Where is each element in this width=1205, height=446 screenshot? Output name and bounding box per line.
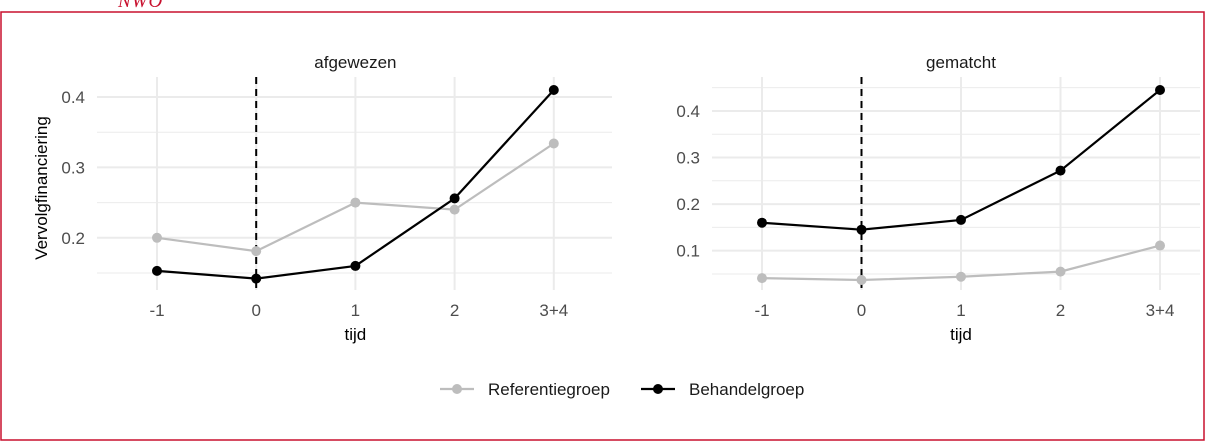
data-point-referentie <box>1055 266 1066 277</box>
x-tick-label: 0 <box>857 301 866 320</box>
y-tick-label: 0.3 <box>676 149 700 168</box>
y-tick-label: 0.4 <box>676 102 700 121</box>
legend-label-referentie: Referentiegroep <box>488 380 610 399</box>
x-tick-label: 1 <box>351 301 360 320</box>
legend-label-behandel: Behandelgroep <box>689 380 804 399</box>
x-tick-label: -1 <box>754 301 769 320</box>
y-tick-label: 0.2 <box>61 229 85 248</box>
data-point-behandel <box>449 193 460 204</box>
data-point-behandel <box>956 214 966 225</box>
figure-border <box>0 11 1205 441</box>
data-point-behandel <box>757 217 767 228</box>
x-tick-label: 2 <box>450 301 459 320</box>
data-point-behandel <box>251 273 262 284</box>
x-axis-label: tijd <box>345 325 367 344</box>
x-tick-label: 1 <box>956 301 965 320</box>
data-point-behandel <box>856 224 867 235</box>
panel-gematcht: 0.1 0.2 0.3 0.4 -1 0 1 2 3+4 gematcht tijd <box>676 53 1200 344</box>
y-tick-label: 0.4 <box>61 88 85 107</box>
y-axis-label: Vervolgfinanciering <box>32 116 51 260</box>
facet-title: gematcht <box>926 53 996 72</box>
data-point-referentie <box>152 232 162 243</box>
data-point-behandel <box>1155 85 1165 95</box>
data-point-referentie <box>956 271 966 282</box>
x-tick-label: 2 <box>1056 301 1065 320</box>
data-point-behandel <box>548 85 559 95</box>
data-point-behandel <box>350 260 361 271</box>
data-point-referentie <box>449 204 460 215</box>
data-point-referentie <box>350 197 361 208</box>
data-point-referentie <box>548 138 559 149</box>
data-point-referentie <box>856 275 867 285</box>
x-axis-label: tijd <box>950 325 972 344</box>
legend: Referentiegroep Behandelgroep <box>440 380 804 399</box>
data-point-referentie <box>757 273 767 284</box>
data-point-referentie <box>251 246 262 257</box>
panel-afgewezen: 0.2 0.3 0.4 -1 0 1 2 3+4 afgewezen tijd Vervolgfin… <box>32 53 612 344</box>
legend-key-point-referentie <box>452 384 462 394</box>
x-tick-label: 0 <box>251 301 260 320</box>
y-tick-label: 0.3 <box>61 158 85 177</box>
x-tick-label: 3+4 <box>539 301 568 320</box>
facet-title: afgewezen <box>314 53 396 72</box>
x-tick-label: 3+4 <box>1146 301 1175 320</box>
legend-key-point-behandel <box>653 384 663 394</box>
y-tick-label: 0.2 <box>676 195 700 214</box>
data-point-referentie <box>1155 240 1165 251</box>
data-point-behandel <box>152 265 162 276</box>
brand-logo-text: NWO <box>118 0 164 12</box>
x-tick-label: -1 <box>149 301 164 320</box>
y-tick-label: 0.1 <box>676 242 700 261</box>
data-point-behandel <box>1055 165 1066 176</box>
